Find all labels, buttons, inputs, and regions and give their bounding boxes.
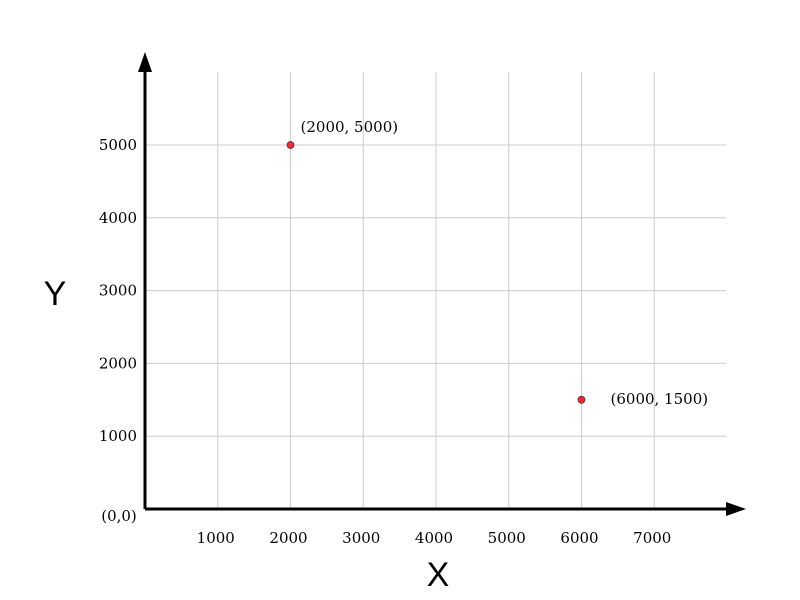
- y-tick-label: 5000: [99, 136, 137, 154]
- x-tick-label: 3000: [342, 529, 380, 547]
- y-tick-label: 1000: [99, 427, 137, 445]
- x-tick-label: 2000: [269, 529, 307, 547]
- y-tick-label: 4000: [99, 209, 137, 227]
- data-point: [577, 395, 586, 404]
- y-tick-label: 3000: [99, 282, 137, 300]
- x-tick-label: 5000: [488, 529, 526, 547]
- y-axis-title: Y: [44, 275, 67, 313]
- data-point-label: (6000, 1500): [611, 390, 709, 408]
- y-axis-arrow: [138, 52, 152, 72]
- x-axis-title: X: [427, 556, 450, 594]
- x-tick-label: 6000: [560, 529, 598, 547]
- ticks-layer: 1000 2000 3000 4000 5000 6000 7000 1000 2000 3000…: [99, 136, 672, 547]
- x-tick-label: 7000: [633, 529, 671, 547]
- x-tick-label: 4000: [415, 529, 453, 547]
- data-point: [286, 141, 295, 149]
- axes-layer: [138, 52, 746, 516]
- grid-layer: [145, 72, 726, 509]
- data-point-label: (2000, 5000): [301, 118, 399, 136]
- points-layer: (2000, 5000) (6000, 1500): [286, 118, 709, 408]
- origin-label: (0,0): [101, 507, 137, 525]
- x-tick-label: 1000: [197, 529, 235, 547]
- y-tick-label: 2000: [99, 354, 137, 372]
- x-axis-arrow: [726, 502, 746, 516]
